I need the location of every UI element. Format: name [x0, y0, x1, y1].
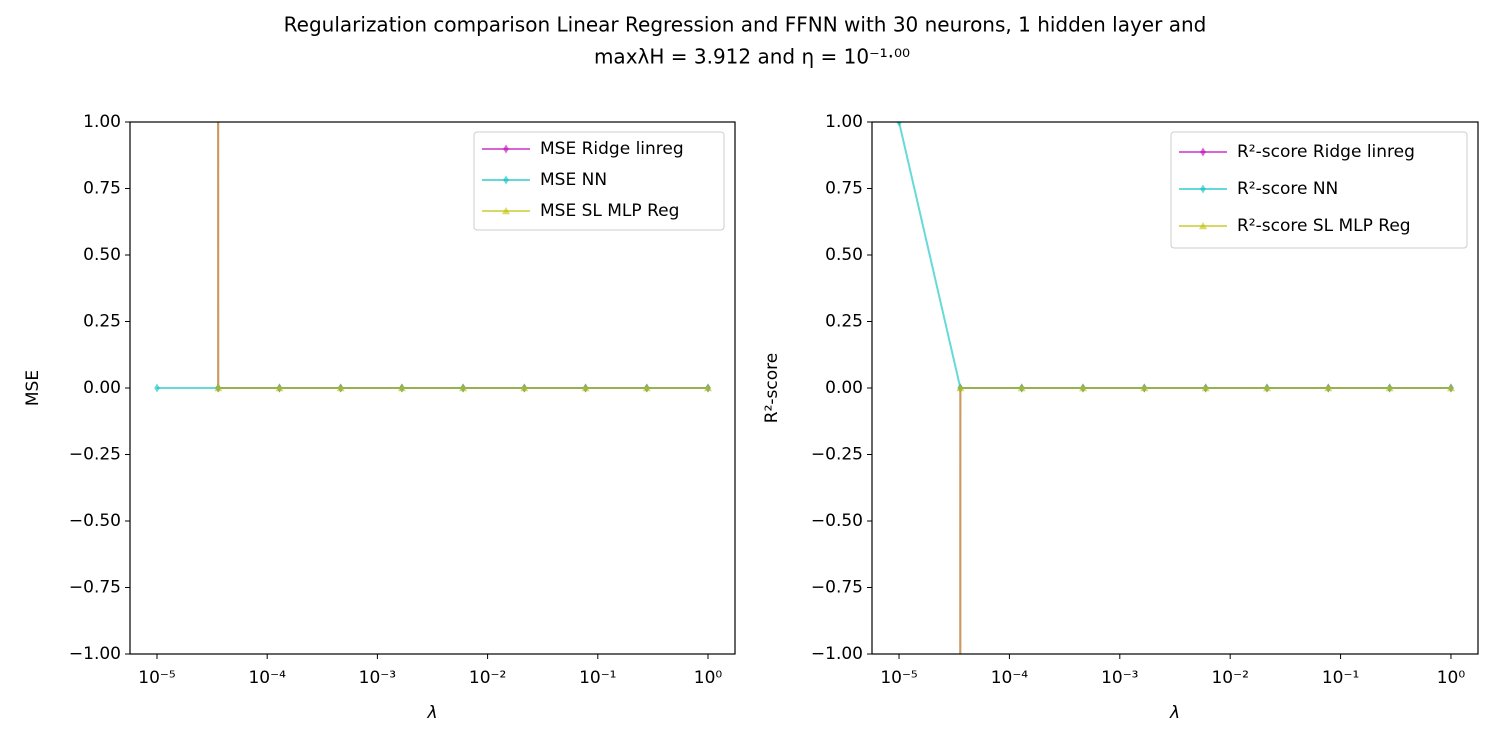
marker	[214, 384, 223, 392]
y-tick-label: −1.00	[811, 644, 863, 664]
marker	[1324, 384, 1333, 392]
marker	[956, 384, 965, 392]
y-tick-label: −0.75	[811, 578, 863, 598]
x-tick-label: 10⁻³	[359, 668, 396, 688]
y-tick-label: −0.50	[69, 511, 121, 531]
y-tick-label: 0.25	[83, 312, 121, 332]
x-tick-label: 10⁰	[1437, 668, 1466, 688]
x-tick-label: 10⁻¹	[1322, 668, 1359, 688]
marker	[1385, 384, 1394, 392]
marker	[703, 384, 712, 392]
marker	[459, 384, 468, 392]
marker	[1199, 222, 1207, 230]
legend-label: MSE SL MLP Reg	[540, 201, 679, 221]
x-axis-label: λ	[426, 703, 437, 723]
x-tick-label: 10⁻¹	[579, 668, 616, 688]
axes-frame	[129, 121, 736, 655]
series-line	[217, 122, 708, 389]
series-line	[959, 387, 1451, 654]
y-tick-label: 0.75	[83, 179, 121, 199]
y-tick-label: 0.25	[825, 312, 863, 332]
y-tick-label: −0.50	[811, 511, 863, 531]
marker	[275, 384, 284, 392]
marker	[1262, 384, 1271, 392]
marker	[502, 207, 510, 215]
x-tick-label: 10⁻⁵	[880, 668, 917, 688]
marker	[896, 122, 902, 127]
legend-box	[1170, 131, 1468, 249]
marker	[1446, 384, 1455, 392]
axes-frame	[871, 121, 1479, 655]
legend-label: R²-score Ridge linreg	[1237, 142, 1415, 162]
x-tick-label: 10⁰	[694, 668, 723, 688]
y-tick-label: 0.00	[83, 378, 121, 398]
x-tick-label: 10⁻³	[1101, 668, 1138, 688]
y-axis-label: MSE	[23, 370, 43, 406]
marker	[520, 384, 529, 392]
legend-box	[473, 131, 725, 231]
x-tick-label: 10⁻⁴	[991, 668, 1029, 688]
marker	[503, 175, 509, 185]
y-tick-label: −0.25	[69, 445, 121, 465]
marker	[336, 384, 345, 392]
plot-area	[896, 122, 1455, 654]
y-axis-label: R²-score	[762, 353, 782, 423]
y-tick-label: 1.00	[825, 112, 863, 132]
x-tick-label: 10⁻²	[469, 668, 506, 688]
y-tick-label: −0.25	[811, 445, 863, 465]
marker	[581, 384, 590, 392]
y-tick-label: 1.00	[83, 112, 121, 132]
marker	[1201, 384, 1210, 392]
marker	[154, 383, 160, 393]
marker	[1140, 384, 1149, 392]
x-tick-label: 10⁻⁴	[248, 668, 286, 688]
legend-label: MSE NN	[540, 170, 607, 190]
y-tick-label: −0.75	[69, 578, 121, 598]
x-tick-label: 10⁻²	[1211, 668, 1248, 688]
plot-area	[154, 122, 712, 393]
y-tick-label: 0.00	[825, 378, 863, 398]
legend-label: MSE Ridge linreg	[540, 139, 684, 159]
y-tick-label: 0.75	[825, 179, 863, 199]
y-tick-label: 0.50	[83, 245, 121, 265]
marker	[503, 144, 509, 154]
legend-label: R²-score SL MLP Reg	[1237, 216, 1411, 236]
y-tick-label: −1.00	[69, 644, 121, 664]
figure-title: Regularization comparison Linear Regress…	[284, 13, 1207, 37]
marker	[1017, 384, 1026, 392]
marker	[397, 384, 406, 392]
y-tick-label: 0.50	[825, 245, 863, 265]
marker	[1200, 147, 1206, 157]
marker	[1200, 184, 1206, 194]
figure-title: maxλH = 3.912 and η = 10⁻¹·⁰⁰	[594, 45, 910, 69]
marker	[1079, 384, 1088, 392]
x-tick-label: 10⁻⁵	[138, 668, 175, 688]
x-axis-label: λ	[1169, 703, 1180, 723]
legend-label: R²-score NN	[1237, 179, 1338, 199]
marker	[642, 384, 651, 392]
